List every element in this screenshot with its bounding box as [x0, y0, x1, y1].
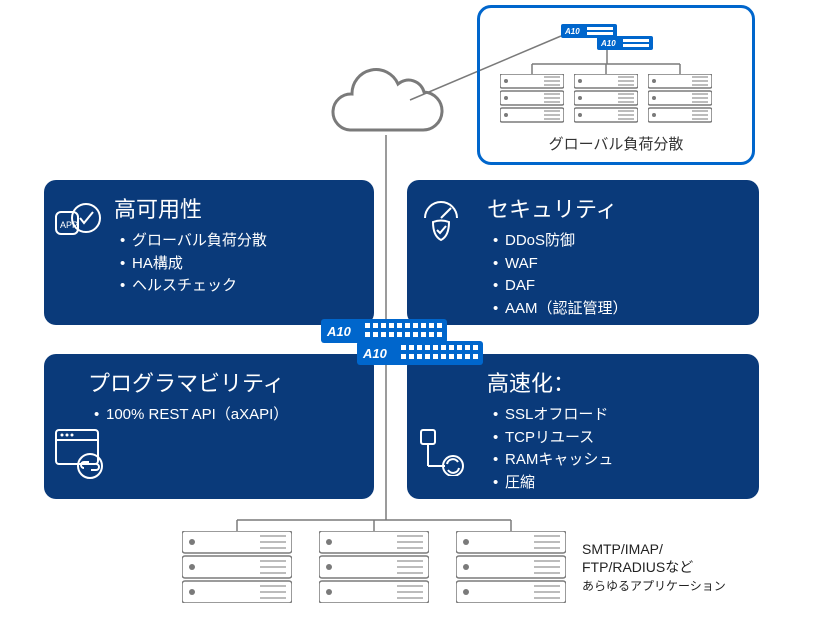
panel-item: AAM（認証管理）	[487, 298, 745, 321]
gslb-label: グローバル負荷分散	[480, 133, 752, 154]
panel-programmability-title: プログラマビリティ	[88, 366, 360, 398]
panel-item: グローバル負荷分散	[114, 230, 360, 253]
panel-item: 圧縮	[487, 472, 745, 495]
caption-line-1: SMTP/IMAP/	[582, 541, 663, 557]
svg-text:A10: A10	[600, 39, 616, 48]
node-sync-icon	[417, 426, 467, 476]
panel-availability-title: 高可用性	[114, 192, 360, 224]
bottom-server-stack-2	[319, 531, 429, 603]
svg-text:A10: A10	[564, 27, 580, 36]
panel-item: TCPリユース	[487, 427, 745, 450]
bottom-server-stack-3	[456, 531, 566, 603]
gslb-server-stack-1	[500, 74, 564, 124]
svg-text:A10: A10	[362, 346, 388, 361]
panel-item: RAMキャッシュ	[487, 449, 745, 472]
panel-item: ヘルスチェック	[114, 275, 360, 298]
panel-item: SSLオフロード	[487, 404, 745, 427]
gauge-shield-icon	[417, 198, 465, 246]
caption-line-3: あらゆるアプリケーション	[582, 579, 726, 593]
panel-item: DDoS防御	[487, 230, 745, 253]
panel-acceleration-title: 高速化：	[487, 366, 745, 398]
protocols-caption: SMTP/IMAP/ FTP/RADIUSなど あらゆるアプリケーション	[582, 540, 726, 595]
svg-text:A10: A10	[326, 324, 352, 339]
panel-security: セキュリティ DDoS防御 WAF DAF AAM（認証管理）	[407, 180, 759, 325]
gslb-server-stack-3	[648, 74, 712, 124]
panel-acceleration: 高速化： SSLオフロード TCPリユース RAMキャッシュ 圧縮	[407, 354, 759, 499]
a10-device-center: A10 A10	[321, 319, 483, 367]
caption-line-2: FTP/RADIUSなど	[582, 559, 693, 575]
panel-item: HA構成	[114, 253, 360, 276]
gslb-server-stack-2	[574, 74, 638, 124]
cloud-icon	[333, 70, 442, 130]
browser-link-icon	[54, 426, 108, 480]
panel-item: DAF	[487, 275, 745, 298]
panel-item: WAF	[487, 253, 745, 276]
app-check-icon: APP	[54, 198, 102, 246]
panel-item: 100% REST API（aXAPI）	[88, 404, 360, 427]
bottom-server-stack-1	[182, 531, 292, 603]
panel-programmability: プログラマビリティ 100% REST API（aXAPI）	[44, 354, 374, 499]
panel-availability: APP 高可用性 グローバル負荷分散 HA構成 ヘルスチェック	[44, 180, 374, 325]
a10-device-small: A10 A10	[561, 24, 653, 50]
panel-security-title: セキュリティ	[487, 192, 745, 224]
